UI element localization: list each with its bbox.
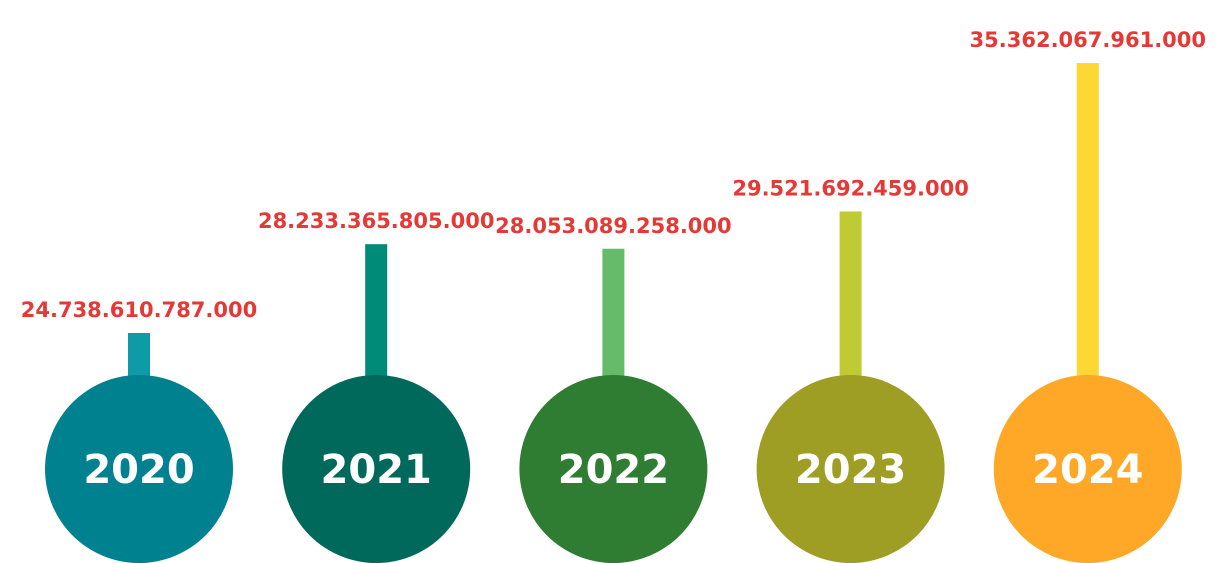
value-label: 35.362.067.961.000 — [970, 28, 1206, 52]
bar — [839, 211, 862, 378]
value-label: 29.521.692.459.000 — [732, 176, 968, 200]
year-label: 2024 — [1032, 447, 1143, 493]
year-label: 2020 — [83, 447, 194, 493]
year-label: 2023 — [795, 447, 906, 493]
value-label: 28.233.365.805.000 — [258, 209, 494, 233]
bar — [602, 248, 625, 378]
year-label: 2021 — [321, 447, 432, 493]
value-label: 24.738.610.787.000 — [21, 298, 257, 322]
bar — [128, 333, 150, 378]
bar — [1076, 63, 1099, 378]
value-label: 28.053.089.258.000 — [495, 214, 731, 238]
year-circle — [519, 375, 708, 563]
year-circle — [756, 375, 945, 563]
bar — [365, 244, 388, 378]
year-circle — [282, 375, 471, 563]
year-label: 2022 — [558, 447, 669, 493]
year-circle — [45, 375, 233, 563]
year-circle — [993, 375, 1182, 563]
